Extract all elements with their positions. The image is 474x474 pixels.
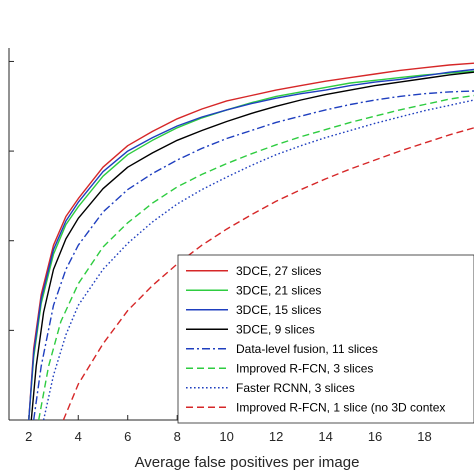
x-tick-label: 12 [269,429,283,444]
legend-label: 3DCE, 9 slices [236,322,315,336]
legend-label: 3DCE, 15 slices [236,303,321,317]
series-line [30,71,474,421]
plot-area: 2 4 6 8 10 12 14 16 18 [8,48,474,444]
x-tick-label: 4 [75,429,82,444]
legend-label: Data-level fusion, 11 slices [236,342,378,356]
legend-label: 3DCE, 21 slices [236,283,321,297]
x-tick-label: 14 [318,429,332,444]
x-axis-title: Average false positives per image [135,454,360,471]
series-group [28,62,474,421]
legend: 3DCE, 27 slices 3DCE, 21 slices 3DCE, 15 s… [177,254,474,424]
legend-label: Improved R-FCN, 1 slice (no 3D contex [236,400,445,414]
y-tick-group [9,60,14,421]
series-line [28,62,474,421]
x-tick-label: 6 [124,429,131,444]
legend-label: Improved R-FCN, 3 slices [236,361,373,375]
series-line [28,68,474,421]
legend-items: 3DCE, 27 slices 3DCE, 21 slices 3DCE, 15 s… [186,264,445,414]
x-tick-label: 2 [25,429,32,444]
series-line [62,127,474,421]
series-line [42,99,474,421]
series-line [33,90,474,421]
legend-box [177,254,474,424]
x-tick-label: 18 [417,429,431,444]
x-tick-label: 10 [219,429,233,444]
x-tick-label: 8 [174,429,181,444]
x-tick-label: 16 [368,429,382,444]
legend-label: Faster RCNN, 3 slices [236,381,355,395]
legend-label: 3DCE, 27 slices [236,264,321,278]
